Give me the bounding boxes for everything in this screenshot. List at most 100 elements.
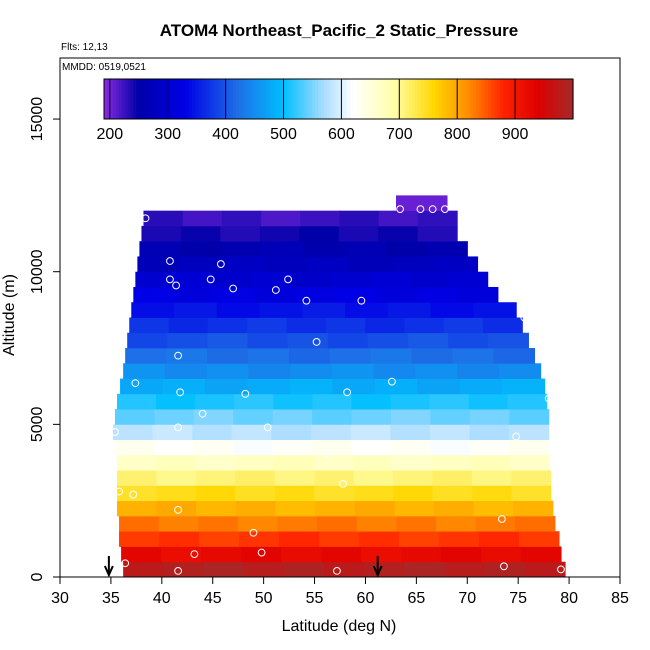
colorbar-tick-label: 300 <box>154 126 181 143</box>
colorbar-segment <box>435 79 439 119</box>
data-point <box>121 559 130 568</box>
heatmap-cell <box>206 363 249 379</box>
data-point <box>172 281 180 290</box>
heatmap-cell <box>373 363 416 379</box>
heatmap-cell <box>195 393 235 410</box>
heatmap-cell <box>493 348 536 364</box>
colorbar-segment <box>227 79 231 119</box>
data-point <box>416 205 425 214</box>
heatmap-cell <box>498 363 542 379</box>
colorbar-segment <box>241 79 246 119</box>
colorbar-segment <box>561 79 565 119</box>
heatmap-cell <box>252 271 293 288</box>
colorbar-tick-label: 500 <box>270 126 297 143</box>
data-point <box>263 423 272 432</box>
colorbar-segment <box>133 79 137 119</box>
heatmap-cell <box>125 348 167 364</box>
colorbar-segment <box>218 79 222 119</box>
heatmap-cell <box>221 210 262 227</box>
dates-annotation: MMDD: 0519,0521 <box>62 62 146 73</box>
colorbar-segment <box>531 79 536 119</box>
heatmap-cell <box>193 439 234 456</box>
colorbar-segment <box>238 79 243 119</box>
heatmap-cell <box>174 271 215 288</box>
heatmap-cell <box>114 439 156 456</box>
colorbar-segment <box>168 79 173 119</box>
data-point <box>440 205 449 214</box>
heatmap-cell <box>195 485 236 502</box>
heatmap-cell <box>315 500 356 517</box>
heatmap-cell <box>433 500 475 517</box>
x-axis-label: Latitude (deg N) <box>282 618 397 635</box>
colorbar-segment <box>537 79 542 119</box>
colorbar-segment <box>250 79 255 119</box>
heatmap-cell <box>156 454 197 471</box>
heatmap-cell <box>121 546 162 563</box>
colorbar-segment <box>558 79 562 119</box>
heatmap-cell <box>391 439 432 456</box>
heatmap-cell <box>417 225 458 242</box>
heatmap-cell <box>434 256 479 273</box>
heatmap-cell <box>325 317 366 334</box>
colorbar-segment <box>338 79 343 119</box>
colorbar-segment <box>183 79 187 119</box>
colorbar-segment <box>543 79 548 119</box>
colorbar-segment <box>376 79 381 119</box>
colorbar-segment <box>153 79 158 119</box>
heatmap-cell <box>509 409 550 425</box>
colorbar-segment <box>499 79 504 119</box>
colorbar-segment <box>288 79 293 119</box>
heatmap-cell <box>120 378 164 395</box>
colorbar-segment <box>235 79 240 119</box>
colorbar-segment <box>306 79 310 119</box>
heatmap-cell <box>279 531 320 547</box>
colorbar-segment <box>505 79 510 119</box>
colorbar-segment <box>452 79 457 119</box>
heatmap-cell <box>394 500 435 517</box>
heatmap-cell <box>123 363 166 379</box>
heatmap-cell <box>247 317 288 334</box>
colorbar-segment <box>379 79 384 119</box>
heatmap-cell <box>119 531 160 547</box>
heatmap-cell <box>231 424 273 441</box>
heatmap-cell <box>243 561 285 578</box>
heatmap-cell <box>203 561 245 578</box>
heatmap-cell <box>235 485 276 502</box>
heatmap-cell <box>440 546 482 563</box>
data-point <box>497 515 506 523</box>
colorbar-segment <box>145 79 149 119</box>
colorbar-segment <box>359 79 363 119</box>
heatmap-cell <box>438 531 480 547</box>
heatmap-cell <box>430 409 471 425</box>
heatmap-cell <box>396 195 448 212</box>
colorbar-segment <box>221 79 225 119</box>
heatmap-cell <box>457 286 499 303</box>
colorbar-segment <box>496 79 501 119</box>
colorbar-segment <box>470 79 474 119</box>
data-point <box>512 432 521 441</box>
heatmap-cell <box>162 378 206 395</box>
colorbar-segment <box>361 79 366 119</box>
heatmap-cell <box>426 241 468 257</box>
heatmap-cell <box>351 439 392 456</box>
colorbar-segment <box>279 79 284 119</box>
data-point <box>357 296 366 305</box>
colorbar-segment <box>458 79 463 119</box>
heatmap-cell <box>469 409 510 425</box>
heatmap-cell <box>286 317 327 334</box>
heatmap-cell <box>291 271 332 288</box>
flight-marker-arrow <box>103 556 114 578</box>
colorbar-segment <box>564 79 568 119</box>
heatmap-cell <box>303 241 345 257</box>
colorbar-segment <box>203 79 208 119</box>
colorbar-segment <box>446 79 451 119</box>
heatmap-cell <box>331 271 371 288</box>
heatmap-cell <box>207 332 249 349</box>
heatmap-cell <box>207 317 248 334</box>
data-point <box>333 566 341 575</box>
heatmap-cell <box>313 454 354 471</box>
colorbar-segment <box>473 79 477 119</box>
colorbar-segment <box>315 79 319 119</box>
colorbar-segment <box>124 79 129 119</box>
heatmap-cell <box>468 393 509 410</box>
